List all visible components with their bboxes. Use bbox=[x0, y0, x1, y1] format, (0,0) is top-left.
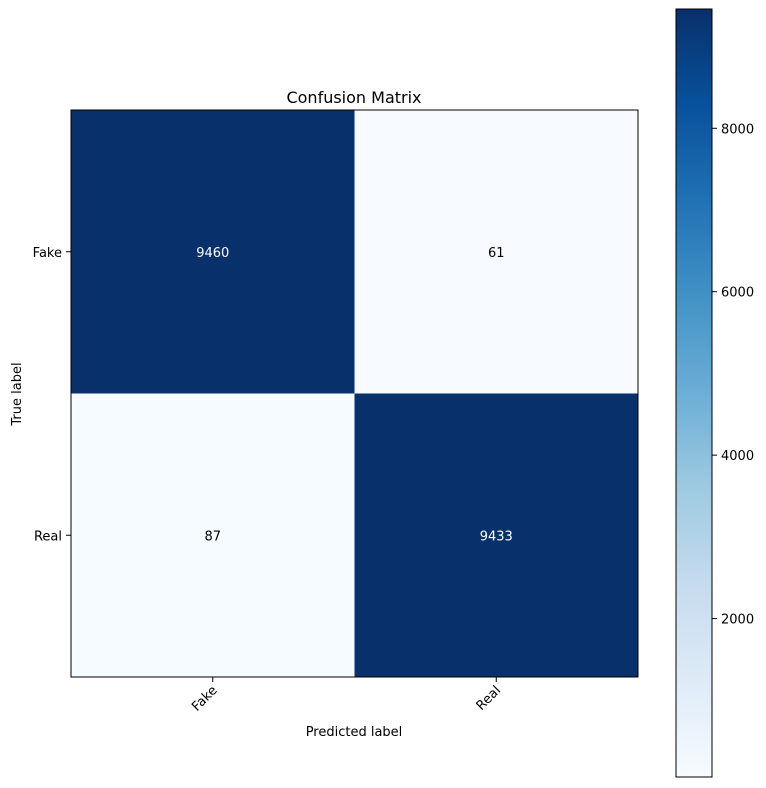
y-axis-ticks: Fake Real bbox=[33, 246, 71, 544]
colorbar-tick-label: 6000 bbox=[721, 286, 754, 301]
heatmap-cells: 9460 61 87 9433 bbox=[71, 110, 638, 677]
y-axis-label: True label bbox=[10, 362, 25, 426]
colorbar-tick-label: 4000 bbox=[721, 449, 754, 464]
y-tick-label: Fake bbox=[33, 246, 62, 261]
x-axis-label: Predicted label bbox=[306, 725, 403, 740]
colorbar bbox=[675, 8, 713, 778]
colorbar-ticks: 2000 4000 6000 8000 bbox=[712, 122, 754, 628]
x-tick-label: Fake bbox=[189, 683, 220, 714]
cell-value-label: 9460 bbox=[196, 246, 229, 261]
heatmap-cell bbox=[354, 393, 638, 677]
heatmap-cell bbox=[71, 393, 355, 677]
cell-value-label: 9433 bbox=[480, 529, 513, 544]
heatmap-cell bbox=[71, 110, 355, 394]
x-tick-label: Real bbox=[474, 683, 504, 713]
chart-title: Confusion Matrix bbox=[286, 88, 421, 107]
x-axis-ticks: Fake Real bbox=[189, 677, 504, 715]
plot-frame bbox=[70, 109, 639, 678]
cell-value-label: 61 bbox=[488, 246, 505, 261]
colorbar-tick-label: 2000 bbox=[721, 613, 754, 628]
y-tick-label: Real bbox=[34, 529, 62, 544]
heatmap-cell bbox=[354, 110, 638, 394]
cell-value-label: 87 bbox=[204, 529, 221, 544]
colorbar-tick-label: 8000 bbox=[721, 122, 754, 137]
